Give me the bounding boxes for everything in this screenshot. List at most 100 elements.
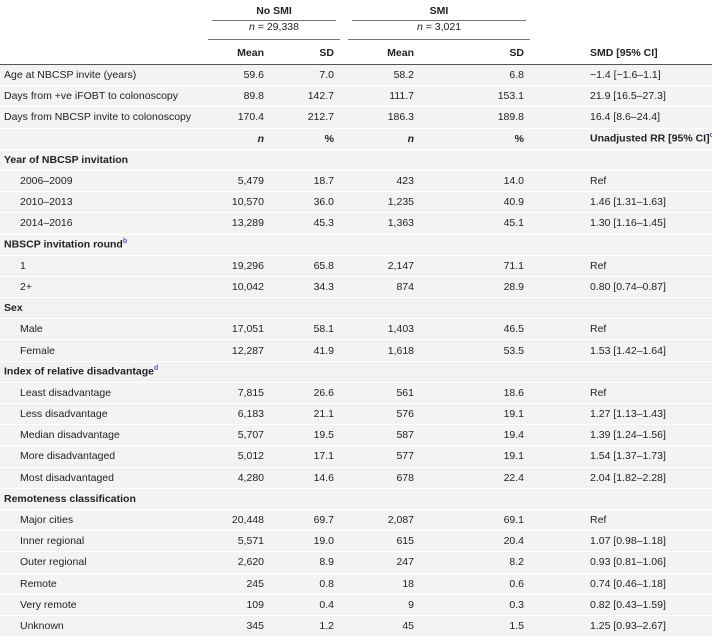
cell: 5,707 bbox=[204, 424, 274, 447]
cell: 1.07 [0.98–1.18] bbox=[534, 530, 712, 553]
group-name: No SMI bbox=[212, 5, 336, 21]
table-row: Days from +ve iFOBT to colonoscopy 89.8 14… bbox=[0, 85, 712, 108]
page: {"header":{"groups":[{"name":"No SMI","n… bbox=[0, 5, 712, 637]
cell: 34.3 bbox=[274, 276, 344, 299]
cell: 40.9 bbox=[424, 191, 534, 214]
header-cell bbox=[0, 128, 204, 150]
table-row: Outer regional 2,620 8.9 247 8.2 0.93 [0.81–1… bbox=[0, 551, 712, 574]
table-row: Least disadvantage 7,815 26.6 561 18.6 Ref bbox=[0, 382, 712, 405]
table-row: Unknown 345 1.2 45 1.5 1.25 [0.93–2.67] bbox=[0, 615, 712, 637]
cell: 10,570 bbox=[204, 191, 274, 214]
row-label: More disadvantaged bbox=[0, 445, 204, 468]
group-box: No SMI n = 29,338 bbox=[208, 5, 340, 40]
row-label: Female bbox=[0, 339, 204, 362]
cell: 1.46 [1.31–1.63] bbox=[534, 191, 712, 214]
page-body: No SMI n = 29,338 SMI n = 3,021 Mean SD Mean SD… bbox=[0, 5, 712, 637]
table-row: Very remote 109 0.4 9 0.3 0.82 [0.43–1.59] bbox=[0, 594, 712, 616]
column-header: SD bbox=[274, 41, 344, 65]
row-label: 1 bbox=[0, 255, 204, 277]
cell: 0.6 bbox=[424, 573, 534, 595]
row-label: 2006–2009 bbox=[0, 170, 204, 193]
count-header-text: n bbox=[257, 132, 264, 145]
cell: 245 bbox=[204, 573, 274, 595]
cell: 45.1 bbox=[424, 212, 534, 235]
cell: 19.0 bbox=[274, 530, 344, 553]
cell: 2,147 bbox=[344, 255, 424, 277]
cell: 19.5 bbox=[274, 424, 344, 447]
cell: 678 bbox=[344, 467, 424, 489]
cell: 2,620 bbox=[204, 551, 274, 574]
cell: 19.1 bbox=[424, 403, 534, 426]
row-label: Major cities bbox=[0, 509, 204, 532]
cell: Ref bbox=[534, 318, 712, 341]
count-header: n bbox=[204, 128, 274, 150]
cell: 0.93 [0.81–1.06] bbox=[534, 551, 712, 574]
cell: 170.4 bbox=[204, 106, 274, 129]
cell: 345 bbox=[204, 615, 274, 637]
cell: 16.4 [8.6–24.4] bbox=[534, 106, 712, 129]
cell: 18.6 bbox=[424, 382, 534, 405]
cell: 20.4 bbox=[424, 530, 534, 553]
section-row: Sex bbox=[0, 297, 712, 320]
cell: 0.80 [0.74–0.87] bbox=[534, 276, 712, 299]
count-header: n bbox=[344, 128, 424, 150]
cell: 19,296 bbox=[204, 255, 274, 277]
column-header-row: Mean SD Mean SD SMD [95% CI] bbox=[0, 41, 712, 65]
cell: 8.9 bbox=[274, 551, 344, 574]
cell: 615 bbox=[344, 530, 424, 553]
cell: 0.3 bbox=[424, 594, 534, 616]
cell: 576 bbox=[344, 403, 424, 426]
group-n: n = 29,338 bbox=[212, 21, 336, 36]
cell: 89.8 bbox=[204, 85, 274, 108]
count-header: % bbox=[274, 128, 344, 150]
section-row: Remoteness classification bbox=[0, 488, 712, 510]
table-row: Major cities 20,448 69.7 2,087 69.1 Ref bbox=[0, 509, 712, 532]
row-label: Outer regional bbox=[0, 551, 204, 574]
count-header-row: n% n% Unadjusted RR [95% CI]c bbox=[0, 128, 712, 150]
cell: 577 bbox=[344, 445, 424, 468]
cell: 6.8 bbox=[424, 64, 534, 87]
table-row: Days from NBCSP invite to colonoscopy 170… bbox=[0, 106, 712, 129]
n-symbol: n bbox=[249, 21, 255, 33]
cell: 1.39 [1.24–1.56] bbox=[534, 424, 712, 447]
section-row: Year of NBCSP invitation bbox=[0, 149, 712, 171]
table-row: Age at NBCSP invite (years) 59.6 7.0 58.2 6.… bbox=[0, 64, 712, 87]
cell: 19.1 bbox=[424, 445, 534, 468]
cell: 0.4 bbox=[274, 594, 344, 616]
row-label: Very remote bbox=[0, 594, 204, 616]
cell: 65.8 bbox=[274, 255, 344, 277]
row-label: Inner regional bbox=[0, 530, 204, 553]
column-header: Mean bbox=[204, 41, 274, 65]
cell: 423 bbox=[344, 170, 424, 193]
section-title: NBSCP invitation roundb bbox=[0, 234, 712, 256]
table-row: Remote 245 0.8 18 0.6 0.74 [0.46–1.18] bbox=[0, 573, 712, 595]
cell: Ref bbox=[534, 255, 712, 277]
row-label: Male bbox=[0, 318, 204, 341]
footnote-mark: c bbox=[710, 132, 712, 139]
table-row: Female 12,287 41.9 1,618 53.5 1.53 [1.42–1.64… bbox=[0, 339, 712, 362]
cell: 1.54 [1.37–1.73] bbox=[534, 445, 712, 468]
section-title-text: Sex bbox=[4, 302, 23, 315]
n-symbol: n bbox=[416, 21, 423, 33]
section-title: Index of relative disadvantaged bbox=[0, 361, 712, 383]
cell: 28.9 bbox=[424, 276, 534, 299]
cell: 18.7 bbox=[274, 170, 344, 193]
count-header-text: % bbox=[324, 132, 334, 145]
section-title-text: Remoteness classification bbox=[4, 492, 136, 505]
cell: 21.9 [16.5–27.3] bbox=[534, 85, 712, 108]
cell: 2,087 bbox=[344, 509, 424, 532]
n-value: = 3,021 bbox=[425, 21, 462, 33]
cell: 59.6 bbox=[204, 64, 274, 87]
cell: 874 bbox=[344, 276, 424, 299]
cell: 587 bbox=[344, 424, 424, 447]
n-value: = 29,338 bbox=[257, 21, 299, 33]
count-header-text: n bbox=[407, 132, 414, 145]
cell: 142.7 bbox=[274, 85, 344, 108]
cell: 71.1 bbox=[424, 255, 534, 277]
cell: Ref bbox=[534, 382, 712, 405]
cell: 5,012 bbox=[204, 445, 274, 468]
group-box: SMI n = 3,021 bbox=[348, 5, 530, 40]
cell: 45 bbox=[344, 615, 424, 637]
cell: 26.6 bbox=[274, 382, 344, 405]
cell: 17,051 bbox=[204, 318, 274, 341]
